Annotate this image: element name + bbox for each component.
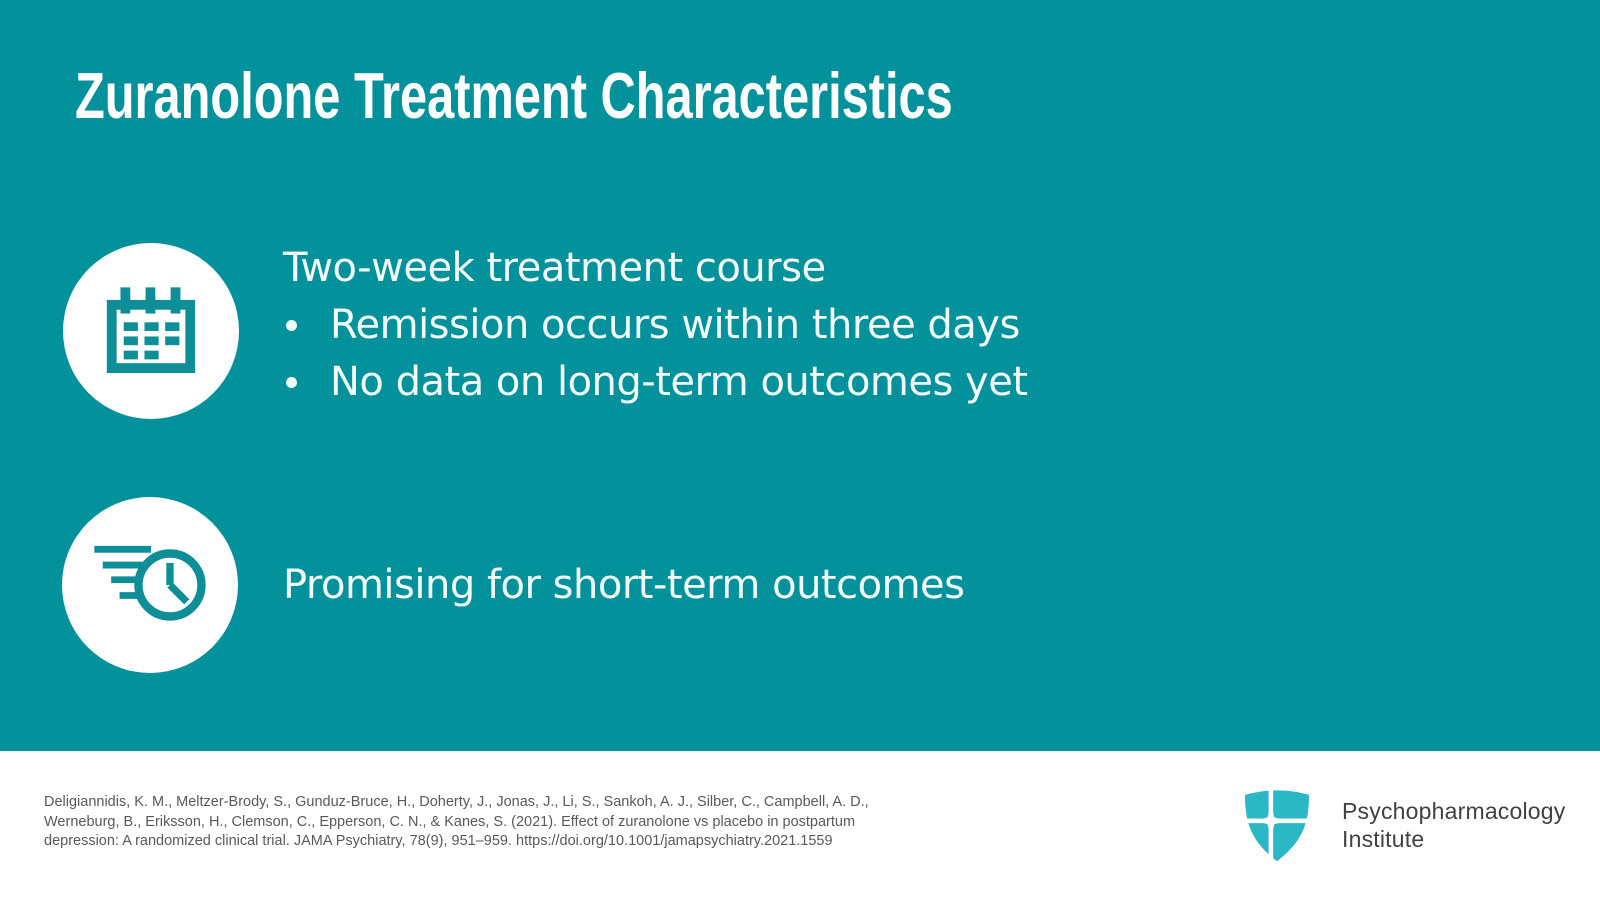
logo-line-1: Psychopharmacology — [1342, 797, 1566, 824]
calendar-icon — [106, 287, 196, 373]
citation-line: Deligiannidis, K. M., Meltzer-Brody, S.,… — [44, 794, 869, 810]
short-term-item-heading: Promising for short-term outcomes — [283, 562, 965, 608]
bullet-text: No data on long-term outcomes yet — [330, 359, 1028, 405]
citation-line: depression: A randomized clinical trial.… — [44, 833, 833, 849]
shield-logo-icon — [1238, 785, 1316, 865]
citation: Deligiannidis, K. M., Meltzer-Brody, S.,… — [44, 793, 924, 852]
logo-text: Psychopharmacology Institute — [1342, 797, 1566, 854]
bullet-text: Remission occurs within three days — [330, 302, 1020, 348]
list-item: No data on long-term outcomes yet — [283, 354, 1028, 411]
bullet-dot-icon — [286, 320, 297, 331]
speed-clock-icon — [94, 545, 206, 621]
slide-body: Zuranolone Treatment Characteristics Two… — [0, 0, 1600, 751]
bullet-dot-icon — [286, 377, 297, 388]
psychopharmacology-institute-logo: Psychopharmacology Institute — [1238, 785, 1566, 865]
list-item: Remission occurs within three days — [283, 297, 1028, 354]
logo-line-2: Institute — [1342, 826, 1425, 852]
calendar-icon-circle — [63, 243, 239, 419]
treatment-course-item: Two-week treatment course Remission occu… — [283, 240, 1028, 411]
slide-title: Zuranolone Treatment Characteristics — [75, 59, 953, 132]
item-heading: Two-week treatment course — [283, 245, 826, 291]
footer: Deligiannidis, K. M., Meltzer-Brody, S.,… — [0, 751, 1600, 899]
speed-clock-icon-circle — [62, 497, 238, 673]
citation-line: Werneburg, B., Eriksson, H., Clemson, C.… — [44, 813, 856, 830]
